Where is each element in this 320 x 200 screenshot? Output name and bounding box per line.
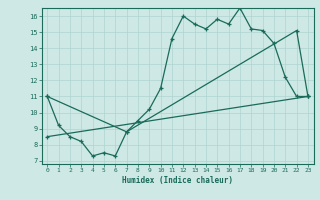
X-axis label: Humidex (Indice chaleur): Humidex (Indice chaleur) [122,176,233,185]
